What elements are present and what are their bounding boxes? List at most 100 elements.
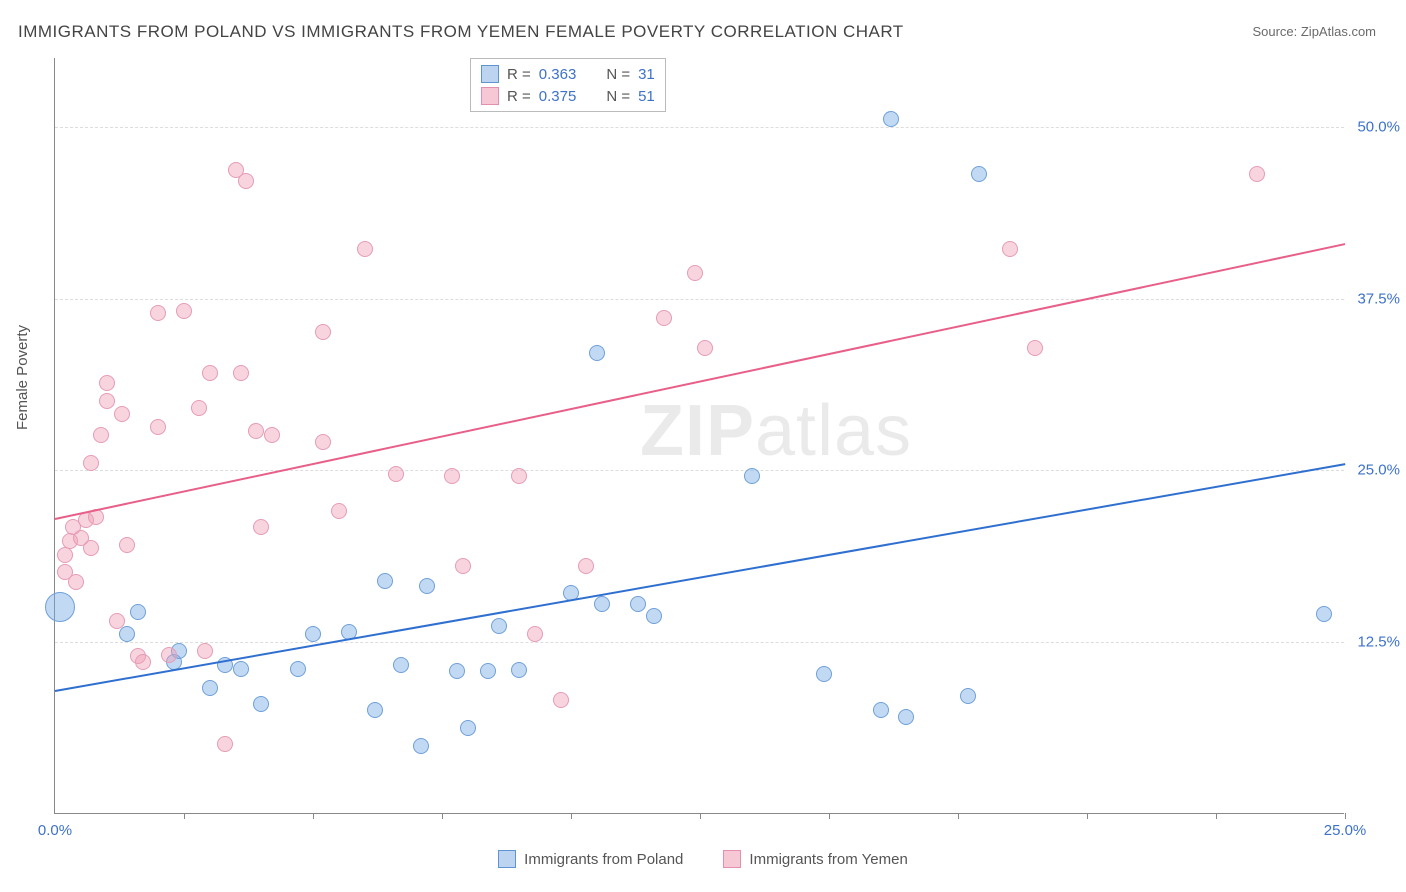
data-point [589,345,605,361]
data-point [290,661,306,677]
data-point [197,643,213,659]
data-point [873,702,889,718]
data-point [419,578,435,594]
legend-swatch [481,87,499,105]
data-point [114,406,130,422]
x-tick [1345,813,1346,819]
data-point [578,558,594,574]
data-point [83,455,99,471]
x-tick [958,813,959,819]
data-point [883,111,899,127]
x-tick-label: 0.0% [38,822,72,839]
x-tick [1216,813,1217,819]
trend-line [55,244,1345,521]
data-point [45,592,75,622]
data-point [119,626,135,642]
data-point [357,241,373,257]
data-point [388,466,404,482]
data-point [93,427,109,443]
legend-stats: R = 0.363N = 31R = 0.375N = 51 [470,58,666,112]
data-point [630,596,646,612]
x-tick-label: 25.0% [1324,822,1367,839]
data-point [367,702,383,718]
data-point [744,468,760,484]
data-point [248,423,264,439]
data-point [594,596,610,612]
x-tick [442,813,443,819]
y-tick-label: 25.0% [1350,462,1400,479]
x-tick [184,813,185,819]
legend-label: Immigrants from Poland [524,851,683,868]
source-label: Source: ZipAtlas.com [1252,24,1376,39]
data-point [253,519,269,535]
data-point [480,663,496,679]
gridline [55,127,1344,128]
data-point [1002,241,1018,257]
x-tick [700,813,701,819]
x-tick [571,813,572,819]
data-point [99,393,115,409]
legend-series: Immigrants from Poland Immigrants from Ye… [0,850,1406,868]
legend-item: Immigrants from Poland [498,850,683,868]
data-point [176,303,192,319]
y-tick-label: 37.5% [1350,290,1400,307]
legend-swatch [481,65,499,83]
y-axis-label: Female Poverty [14,325,31,430]
data-point [413,738,429,754]
gridline [55,642,1344,643]
data-point [130,604,146,620]
data-point [217,736,233,752]
data-point [377,573,393,589]
data-point [444,468,460,484]
legend-stat-row: R = 0.375N = 51 [481,85,655,107]
data-point [191,400,207,416]
data-point [971,166,987,182]
data-point [83,540,99,556]
x-tick [829,813,830,819]
trend-line [55,463,1345,692]
data-point [393,657,409,673]
data-point [68,574,84,590]
data-point [233,661,249,677]
legend-label: Immigrants from Yemen [749,851,907,868]
data-point [315,434,331,450]
data-point [449,663,465,679]
data-point [109,613,125,629]
gridline [55,470,1344,471]
legend-stat-row: R = 0.363N = 31 [481,63,655,85]
x-tick [313,813,314,819]
data-point [150,419,166,435]
data-point [135,654,151,670]
legend-swatch [498,850,516,868]
chart-plot-area: 12.5%25.0%37.5%50.0%0.0%25.0% [54,58,1344,814]
data-point [511,468,527,484]
data-point [527,626,543,642]
data-point [150,305,166,321]
data-point [202,680,218,696]
data-point [119,537,135,553]
data-point [687,265,703,281]
data-point [264,427,280,443]
data-point [202,365,218,381]
data-point [960,688,976,704]
data-point [238,173,254,189]
data-point [305,626,321,642]
legend-swatch [723,850,741,868]
data-point [646,608,662,624]
data-point [315,324,331,340]
data-point [816,666,832,682]
chart-title: IMMIGRANTS FROM POLAND VS IMMIGRANTS FRO… [18,22,904,42]
data-point [99,375,115,391]
y-tick-label: 12.5% [1350,634,1400,651]
data-point [1316,606,1332,622]
data-point [460,720,476,736]
data-point [898,709,914,725]
legend-item: Immigrants from Yemen [723,850,907,868]
x-tick [1087,813,1088,819]
y-tick-label: 50.0% [1350,118,1400,135]
data-point [161,647,177,663]
data-point [57,547,73,563]
data-point [455,558,471,574]
data-point [253,696,269,712]
data-point [656,310,672,326]
